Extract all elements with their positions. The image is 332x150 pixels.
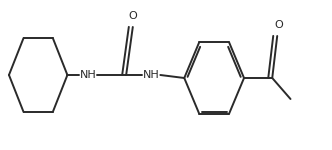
Text: O: O xyxy=(275,20,283,30)
Text: NH: NH xyxy=(80,70,96,80)
Text: O: O xyxy=(128,11,137,21)
Text: NH: NH xyxy=(143,70,159,80)
